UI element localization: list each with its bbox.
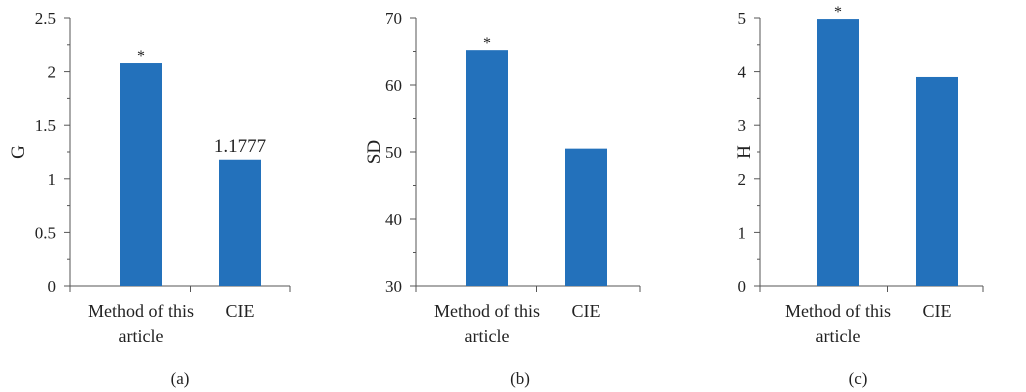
bar	[466, 50, 508, 286]
y-axis-title: G	[8, 145, 29, 159]
x-category-label: Method of this	[434, 301, 540, 321]
bar	[565, 148, 607, 286]
y-tick-label: 5	[738, 9, 747, 28]
x-category-label-line2: article	[119, 326, 164, 346]
y-tick-label: 2	[48, 63, 57, 82]
bar	[916, 76, 958, 287]
bar	[817, 19, 859, 287]
panel-label: (b)	[510, 369, 530, 388]
y-tick-label: 70	[385, 9, 402, 28]
y-tick-label: 0.5	[35, 223, 56, 242]
chart-panel-b: 30 40 50 60 70 SD * Method of this article CIE (b)	[364, 9, 641, 388]
y-tick-label: 50	[385, 143, 402, 162]
x-category-label: CIE	[226, 301, 255, 321]
y-tick-label: 1	[738, 223, 747, 242]
y-tick-label: 30	[385, 277, 402, 296]
y-tick-label: 40	[385, 210, 402, 229]
x-category-label-line2: article	[465, 326, 510, 346]
x-category-label: Method of this	[88, 301, 194, 321]
y-tick-label: 2.5	[35, 9, 56, 28]
bar	[219, 159, 261, 286]
chart-panel-a: 0 0.5 1 1.5 2 2.5 G * Method of this article 1.177…	[8, 9, 291, 388]
significance-marker: *	[137, 48, 145, 65]
y-axis-title: H	[734, 145, 755, 159]
y-tick-label: 0	[738, 277, 747, 296]
panel-label: (c)	[849, 369, 868, 388]
data-label: 1.1777	[214, 136, 266, 157]
y-tick-label: 4	[738, 63, 747, 82]
y-tick-label: 60	[385, 76, 402, 95]
y-tick-label: 1	[48, 170, 57, 189]
x-category-label: Method of this	[785, 301, 891, 321]
significance-marker: *	[483, 35, 491, 52]
y-tick-label: 0	[48, 277, 57, 296]
significance-marker: *	[834, 4, 842, 21]
panel-label: (a)	[171, 369, 190, 388]
x-category-label: CIE	[572, 301, 601, 321]
y-axis-title: SD	[364, 140, 385, 164]
chart-panel-c: 0 1 2 3 4 5 H * Method of this article CIE (c)	[734, 4, 984, 388]
y-tick-label: 3	[738, 116, 747, 135]
y-tick-label: 2	[738, 170, 747, 189]
x-category-label: CIE	[923, 301, 952, 321]
y-tick-label: 1.5	[35, 116, 56, 135]
x-category-label-line2: article	[816, 326, 861, 346]
bar	[120, 63, 162, 286]
